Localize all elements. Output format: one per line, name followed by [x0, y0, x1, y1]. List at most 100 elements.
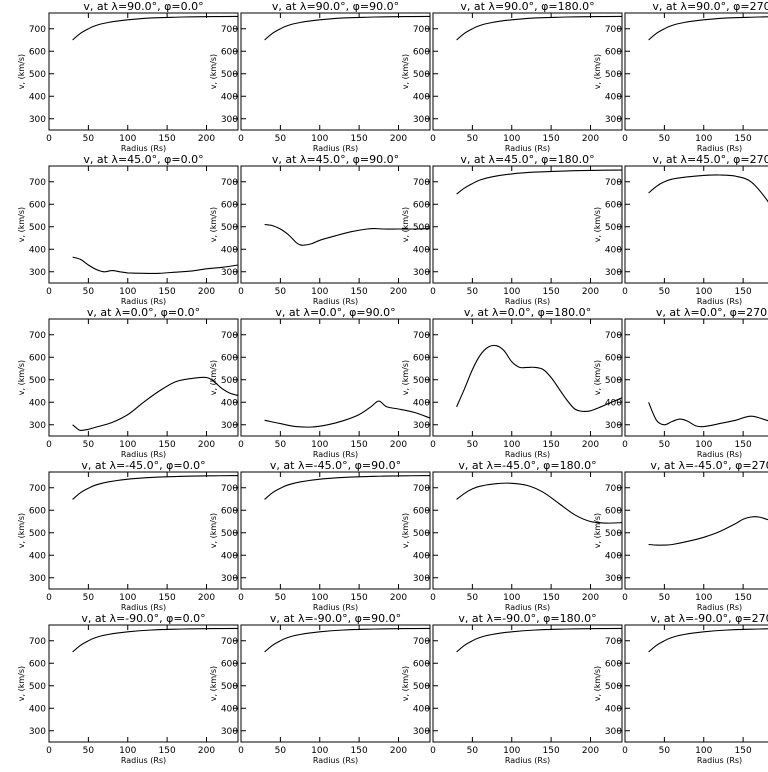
- plot-frame: [432, 318, 623, 437]
- x-axis-label: Radius (Rs): [697, 144, 742, 153]
- chart-title: v, at λ=-90.0°, φ=0.0°: [81, 612, 205, 625]
- chart-title: v, at λ=0.0°, φ=270.0°: [656, 306, 768, 319]
- y-tick-label: 700: [221, 637, 238, 647]
- y-tick-label: 700: [605, 331, 622, 341]
- y-tick-label: 400: [221, 551, 238, 561]
- x-tick-label: 0: [238, 287, 244, 297]
- x-tick-label: 50: [83, 440, 95, 450]
- x-tick-label: 50: [659, 746, 671, 756]
- x-tick-label: 50: [83, 746, 95, 756]
- chart-panel-11: v, at λ=0.0°, φ=180.0° 0 50 100 150 200 300 400…: [401, 306, 623, 459]
- y-axis-label: v, (km/s): [593, 54, 602, 89]
- x-tick-label: 150: [543, 287, 560, 297]
- y-tick-label: 400: [221, 92, 238, 102]
- x-tick-label: 100: [695, 746, 712, 756]
- x-tick-label: 50: [83, 134, 95, 144]
- y-tick-label: 400: [605, 245, 622, 255]
- x-tick-label: 50: [467, 134, 479, 144]
- x-tick-label: 0: [238, 134, 244, 144]
- x-axis-label: Radius (Rs): [697, 603, 742, 612]
- plot-frame: [48, 318, 239, 437]
- chart-panel-3: v, at λ=90.0°, φ=180.0° 0 50 100 150 200 300 40…: [401, 0, 623, 153]
- x-tick-label: 100: [503, 440, 520, 450]
- x-axis-label: Radius (Rs): [121, 603, 166, 612]
- y-tick-label: 700: [413, 178, 430, 188]
- y-axis-label: v, (km/s): [209, 207, 218, 242]
- y-axis-label: v, (km/s): [593, 360, 602, 395]
- y-axis-label: v, (km/s): [17, 207, 26, 242]
- x-tick-label: 200: [390, 746, 407, 756]
- plot-frame: [624, 12, 768, 131]
- x-tick-label: 150: [351, 440, 368, 450]
- y-tick-label: 400: [413, 551, 430, 561]
- y-tick-label: 500: [221, 70, 238, 80]
- y-axis-label: v, (km/s): [209, 513, 218, 548]
- y-axis-label: v, (km/s): [17, 360, 26, 395]
- x-tick-label: 150: [735, 287, 752, 297]
- chart-panel-7: v, at λ=45.0°, φ=180.0° 0 50 100 150 200 300 40…: [401, 153, 623, 306]
- x-tick-label: 200: [390, 134, 407, 144]
- y-tick-label: 400: [221, 245, 238, 255]
- y-tick-label: 600: [605, 47, 622, 57]
- x-axis-label: Radius (Rs): [121, 297, 166, 306]
- x-tick-label: 200: [198, 440, 215, 450]
- y-tick-label: 400: [605, 92, 622, 102]
- x-tick-label: 50: [467, 593, 479, 603]
- y-tick-label: 700: [605, 25, 622, 35]
- y-axis-label: v, (km/s): [593, 666, 602, 701]
- plot-frame: [432, 165, 623, 284]
- plot-frame: [240, 318, 431, 437]
- series-line: [648, 402, 768, 428]
- x-axis-label: Radius (Rs): [313, 603, 358, 612]
- y-axis-label: v, (km/s): [17, 513, 26, 548]
- series-line: [456, 169, 623, 195]
- plot-frame: [432, 12, 623, 131]
- y-tick-label: 300: [29, 421, 46, 431]
- y-tick-label: 700: [221, 25, 238, 35]
- series-line: [456, 627, 623, 653]
- y-tick-label: 500: [221, 682, 238, 692]
- y-tick-label: 300: [605, 727, 622, 737]
- y-axis-label: v, (km/s): [209, 360, 218, 395]
- x-axis-label: Radius (Rs): [697, 756, 742, 765]
- x-tick-label: 100: [119, 746, 136, 756]
- y-tick-label: 300: [413, 574, 430, 584]
- x-axis-label: Radius (Rs): [121, 450, 166, 459]
- chart-panel-15: v, at λ=-45.0°, φ=180.0° 0 50 100 150 200 300 4…: [401, 459, 623, 612]
- x-tick-label: 0: [430, 593, 436, 603]
- y-tick-label: 300: [29, 574, 46, 584]
- y-tick-label: 700: [605, 484, 622, 494]
- x-tick-label: 150: [543, 746, 560, 756]
- y-tick-label: 400: [221, 398, 238, 408]
- series-line: [72, 256, 239, 274]
- y-tick-label: 700: [413, 637, 430, 647]
- x-tick-label: 50: [83, 287, 95, 297]
- chart-panel-8: v, at λ=45.0°, φ=270.0°05010015020030040…: [593, 153, 768, 306]
- chart-title: v, at λ=45.0°, φ=0.0°: [83, 153, 203, 166]
- y-tick-label: 500: [221, 376, 238, 386]
- y-tick-label: 600: [605, 200, 622, 210]
- chart-panel-1: v, at λ=90.0°, φ=0.0° 0 50 100 150 200 300 400 5…: [17, 0, 239, 153]
- x-axis-label: Radius (Rs): [313, 297, 358, 306]
- plot-frame: [240, 12, 431, 131]
- y-axis-label: v, (km/s): [401, 207, 410, 242]
- y-tick-label: 300: [605, 574, 622, 584]
- x-axis-label: Radius (Rs): [697, 450, 742, 459]
- series-line: [648, 628, 768, 653]
- x-tick-label: 200: [198, 134, 215, 144]
- x-tick-label: 150: [351, 593, 368, 603]
- y-tick-label: 700: [413, 25, 430, 35]
- y-axis-label: v, (km/s): [401, 54, 410, 89]
- chart-title: v, at λ=90.0°, φ=90.0°: [272, 0, 399, 13]
- chart-title: v, at λ=-90.0°, φ=270.0°: [650, 612, 768, 625]
- series-line: [72, 15, 239, 41]
- y-tick-label: 400: [29, 245, 46, 255]
- x-tick-label: 0: [430, 134, 436, 144]
- y-tick-label: 600: [29, 506, 46, 516]
- x-tick-label: 50: [83, 593, 95, 603]
- y-tick-label: 400: [29, 398, 46, 408]
- y-tick-label: 400: [413, 398, 430, 408]
- y-tick-label: 700: [29, 637, 46, 647]
- plot-frame: [240, 624, 431, 743]
- y-tick-label: 500: [29, 682, 46, 692]
